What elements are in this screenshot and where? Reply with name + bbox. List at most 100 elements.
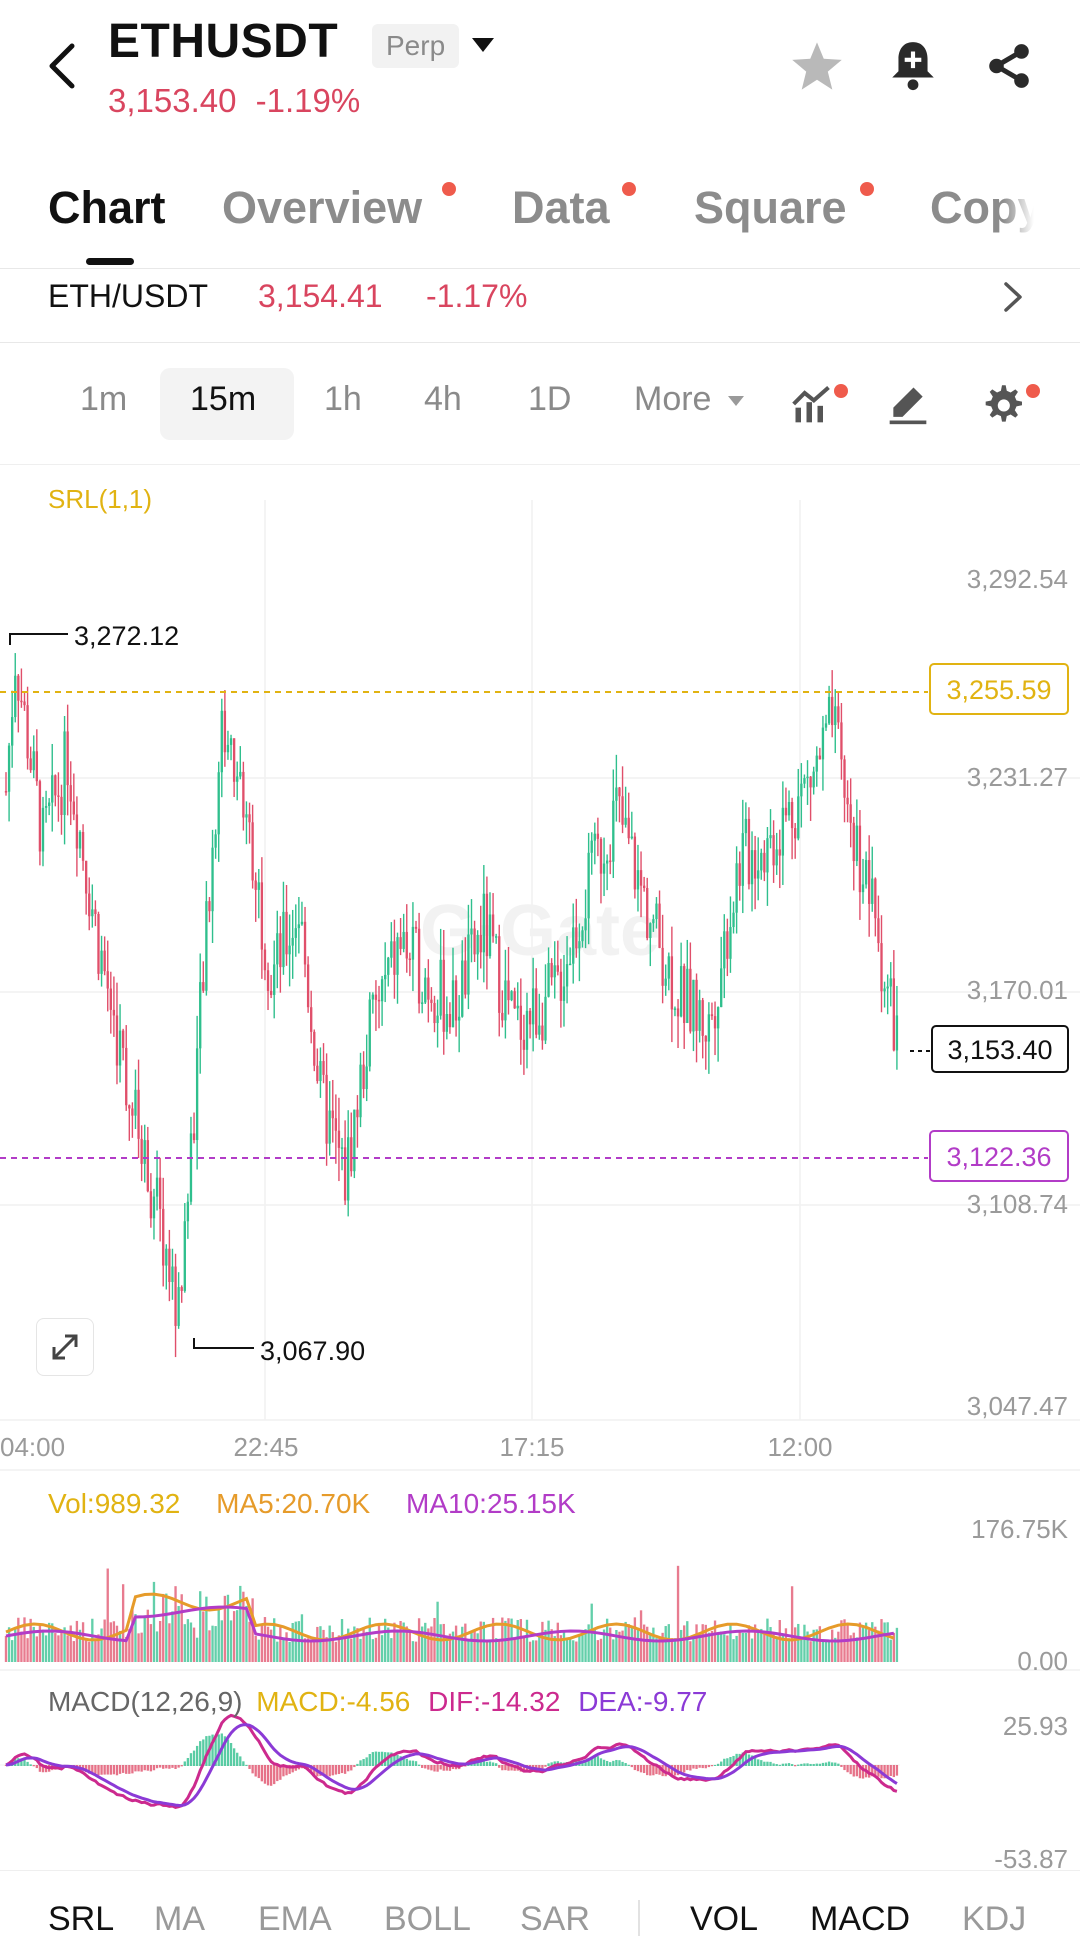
volume-bar: [189, 1622, 193, 1662]
candle-body: [889, 978, 892, 987]
candle-body: [852, 822, 855, 862]
interval-1d[interactable]: 1D: [528, 380, 572, 418]
volume-bar: [488, 1641, 492, 1662]
macd-bar: [824, 1762, 828, 1766]
candle-body: [211, 847, 214, 912]
candle-body: [365, 1066, 368, 1090]
macd-bar: [359, 1760, 362, 1766]
candle-body: [408, 958, 412, 960]
share-icon[interactable]: [984, 40, 1034, 97]
macd-bar: [590, 1756, 593, 1766]
candle-body: [362, 1064, 365, 1090]
chevron-right-icon[interactable]: [1000, 280, 1026, 319]
tab-copy[interactable]: Copy: [930, 182, 1034, 233]
tab-chart[interactable]: Chart: [48, 182, 166, 233]
volume-bar: [572, 1640, 575, 1662]
bell-add-icon[interactable]: [888, 38, 938, 97]
volume-bar: [741, 1632, 744, 1662]
back-arrow-icon[interactable]: [44, 38, 84, 94]
header-change: -1.19%: [255, 82, 361, 119]
macd-bar: [642, 1765, 646, 1774]
vol-ymax: 176.75K: [971, 1514, 1069, 1544]
macd-bar: [655, 1765, 658, 1775]
volume-bar: [827, 1640, 831, 1662]
candle-body: [855, 825, 859, 862]
expand-chart-button[interactable]: [36, 1318, 94, 1376]
indicator-sar[interactable]: SAR: [520, 1900, 590, 1938]
indicator-kdj[interactable]: KDJ: [962, 1900, 1027, 1938]
candle-body: [155, 1177, 159, 1197]
candle-body: [476, 934, 479, 955]
volume-bar: [470, 1632, 473, 1662]
indicator-macd[interactable]: MACD: [810, 1900, 911, 1938]
volume-bar: [171, 1611, 174, 1662]
tab-data[interactable]: Data: [512, 182, 610, 233]
volume-bar: [763, 1633, 766, 1662]
star-icon[interactable]: [790, 40, 844, 97]
tab-square[interactable]: Square: [694, 182, 847, 233]
volume-bar: [47, 1622, 51, 1662]
pair-price: 3,154.41: [258, 278, 383, 314]
macd-bar: [140, 1765, 143, 1772]
indicator-vol[interactable]: VOL: [690, 1900, 759, 1938]
candle-body: [44, 805, 48, 808]
candle-body: [390, 941, 393, 958]
interval-15m[interactable]: 15m: [190, 380, 257, 418]
candle-body: [698, 1000, 701, 1031]
volume-bar: [538, 1634, 541, 1662]
interval-4h[interactable]: 4h: [424, 380, 462, 418]
macd-bar: [855, 1765, 859, 1777]
interval-more[interactable]: More: [634, 380, 745, 419]
interval-1h[interactable]: 1h: [324, 380, 362, 418]
indicator-srl[interactable]: SRL: [48, 1900, 115, 1938]
candle-body: [883, 988, 886, 992]
symbol-title[interactable]: ETHUSDT: [108, 15, 339, 68]
tab-overview[interactable]: Overview: [222, 182, 423, 233]
macd-bar: [266, 1765, 270, 1786]
volume-bar: [461, 1626, 464, 1662]
y-tick: 3,047.47: [967, 1391, 1068, 1421]
macd-bar: [479, 1761, 482, 1766]
volume-bar: [325, 1637, 328, 1662]
volume-bar: [809, 1641, 812, 1662]
candle-body: [26, 705, 29, 759]
candle-body: [54, 775, 57, 796]
indicator-boll[interactable]: BOLL: [384, 1900, 471, 1938]
candle-body: [886, 986, 889, 989]
indicator-ema[interactable]: EMA: [258, 1900, 332, 1938]
candlestick-chart[interactable]: G·Gate 3,272.12 3,067.90 3,292.54 3,231.…: [0, 470, 1080, 1870]
volume-bar: [874, 1626, 877, 1662]
candle-body: [171, 1266, 174, 1283]
volume-bar: [485, 1641, 489, 1662]
volume-bar: [562, 1631, 566, 1662]
interval-1m[interactable]: 1m: [80, 380, 128, 418]
volume-bar: [568, 1637, 572, 1662]
macd-bar: [599, 1758, 603, 1766]
macd-bar: [365, 1757, 368, 1766]
candle-body: [522, 1039, 526, 1050]
macd-bar: [846, 1765, 849, 1773]
volume-bar: [448, 1633, 452, 1662]
volume-bar: [834, 1637, 837, 1662]
candle-body: [254, 880, 257, 890]
volume-bar: [664, 1626, 667, 1662]
candle-body: [199, 982, 202, 1049]
indicators-icon[interactable]: [790, 382, 834, 431]
macd-bar: [217, 1734, 220, 1766]
candle-body: [356, 1109, 359, 1118]
candle-body: [125, 1047, 128, 1106]
macd-bar: [494, 1763, 498, 1766]
volume-bar: [652, 1627, 655, 1662]
macd-bar: [683, 1765, 686, 1773]
indicator-ma[interactable]: MA: [154, 1900, 205, 1938]
srl-indicator-label[interactable]: SRL(1,1): [48, 484, 153, 514]
volume-bar: [54, 1633, 57, 1662]
volume-bar: [769, 1627, 772, 1662]
draw-icon[interactable]: [886, 382, 930, 431]
volume-bar: [266, 1626, 270, 1662]
caret-down-icon[interactable]: [470, 36, 496, 59]
settings-gear-icon[interactable]: [980, 382, 1024, 431]
macd-bar: [362, 1759, 365, 1766]
candle-body: [784, 807, 788, 816]
volume-bar: [303, 1638, 307, 1662]
